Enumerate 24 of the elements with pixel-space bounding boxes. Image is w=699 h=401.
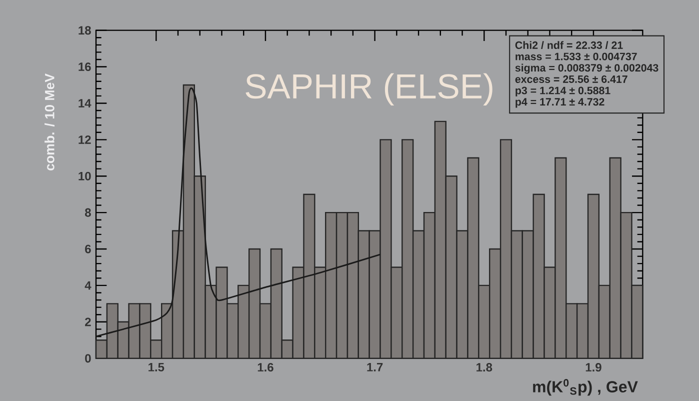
annotation: p3 = 1.214 ± 0.5881 [516, 86, 610, 96]
x-tick-label: 1.7 [367, 363, 383, 372]
y-tick-label: 6 [85, 244, 91, 254]
x-tick-label: 1.6 [258, 363, 274, 372]
annotation: excess = 25.56 ± 6.417 [515, 75, 628, 83]
y-tick-label: 8 [84, 208, 91, 217]
y-tick-label: 14 [78, 99, 92, 108]
y-tick-label: 10 [78, 172, 91, 180]
y-tick-label: 12 [78, 135, 91, 144]
x-tick-label: 1.9 [586, 363, 602, 372]
annotation: Chi2 / ndf = 22.33 / 21 [515, 41, 623, 50]
y-tick-label: 2 [85, 318, 91, 326]
y-tick-label: 0 [85, 354, 91, 363]
annotation: sigma = 0.008379 ± 0.002043 [515, 64, 658, 74]
y-tick-label: 16 [78, 62, 91, 72]
y-axis-title: comb. / 10 MeV [44, 73, 55, 170]
annotation: mass = 1.533 ± 0.004737 [516, 52, 637, 60]
y-tick-label: 18 [78, 26, 91, 35]
x-tick-label: 1.8 [476, 363, 492, 372]
x-tick-label: 1.5 [148, 363, 164, 372]
x-axis-title: m(K$^{0}$$_{S}$p) , GeV [533, 379, 638, 396]
y-tick-label: 4 [84, 281, 92, 290]
annotation: p4 = 17.71 ± 4.732 [516, 98, 604, 108]
annotation: SAPHIR (ELSE) [246, 73, 492, 106]
